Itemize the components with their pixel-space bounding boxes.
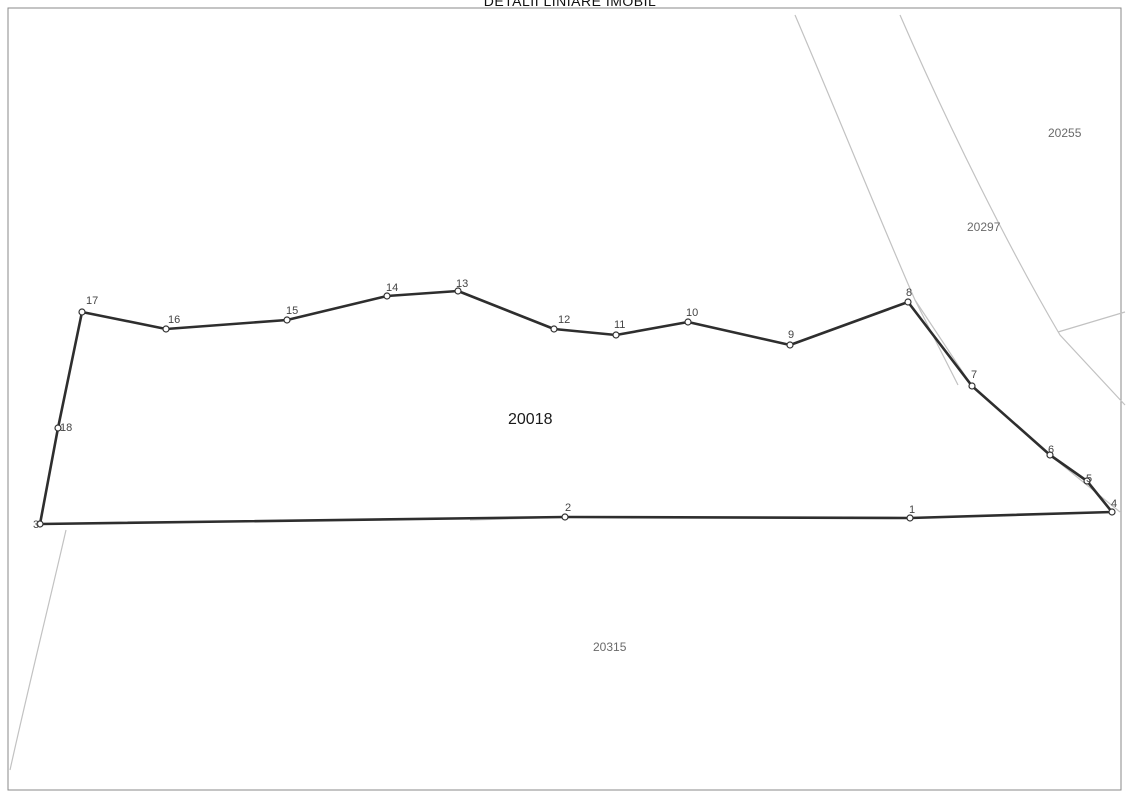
vertex-11: 11 xyxy=(612,319,625,339)
vertex-label: 13 xyxy=(456,278,468,290)
neighbor-boundary-southwest xyxy=(9,529,67,771)
parcel-label-neighbor: 20315 xyxy=(593,640,627,654)
vertex-label: 8 xyxy=(906,287,912,299)
vertex-label: 16 xyxy=(168,314,180,326)
vertex-5: 5 xyxy=(1083,473,1092,485)
parcel-label-main: 20018 xyxy=(508,411,553,428)
vertex-9: 9 xyxy=(786,329,794,349)
vertex-marker xyxy=(1083,477,1091,485)
vertex-label: 14 xyxy=(386,282,398,294)
vertex-marker xyxy=(1046,451,1054,459)
vertex-15: 15 xyxy=(283,305,298,324)
vertex-marker xyxy=(54,424,62,432)
parcel-label-neighbor: 20255 xyxy=(1048,126,1082,140)
vertex-marker xyxy=(78,308,86,316)
parcel-boundary-20018 xyxy=(38,289,1114,526)
vertex-3: 3 xyxy=(33,519,44,531)
vertex-14: 14 xyxy=(383,282,398,300)
vertex-label: 18 xyxy=(60,422,72,434)
plan-title: DETALII LINIARE IMOBIL xyxy=(484,0,657,9)
vertex-marker xyxy=(968,382,976,390)
vertex-2: 2 xyxy=(561,502,571,521)
vertex-label: 1 xyxy=(909,504,915,516)
vertex-1: 1 xyxy=(906,504,915,522)
vertex-label: 9 xyxy=(788,329,794,341)
vertex-label: 2 xyxy=(565,502,571,514)
vertex-label: 6 xyxy=(1048,444,1054,456)
vertex-marker xyxy=(786,341,794,349)
vertex-10: 10 xyxy=(684,307,698,326)
neighbor-boundaries xyxy=(9,14,1126,771)
vertex-marker xyxy=(1108,508,1116,516)
vertex-label: 17 xyxy=(86,295,98,307)
vertex-18: 18 xyxy=(54,422,72,434)
vertex-8: 8 xyxy=(904,287,912,306)
neighbor-boundary-east-spur xyxy=(1057,311,1126,333)
vertex-label: 12 xyxy=(558,314,570,326)
vertex-16: 16 xyxy=(162,314,180,333)
vertex-6: 6 xyxy=(1046,444,1054,459)
parcel-vertices: 1 2 3 4 5 6 7 8 xyxy=(33,278,1117,531)
vertex-marker xyxy=(283,316,291,324)
vertex-marker xyxy=(906,514,914,522)
vertex-marker xyxy=(561,513,569,521)
vertex-marker xyxy=(684,318,692,326)
neighbor-boundary-road-left xyxy=(794,14,959,386)
vertex-label: 4 xyxy=(1111,498,1117,510)
vertex-7: 7 xyxy=(968,369,977,390)
parcel-label-neighbor: 20297 xyxy=(967,220,1001,234)
neighbor-boundary-road-right xyxy=(899,14,1126,406)
vertex-marker xyxy=(550,325,558,333)
vertex-4: 4 xyxy=(1108,498,1117,516)
vertex-marker xyxy=(612,331,620,339)
vertex-label: 10 xyxy=(686,307,698,319)
vertex-17: 17 xyxy=(78,295,98,316)
vertex-marker xyxy=(36,520,44,528)
vertex-marker xyxy=(904,298,912,306)
vertex-marker xyxy=(162,325,170,333)
vertex-marker xyxy=(454,287,462,295)
vertex-label: 11 xyxy=(614,319,625,331)
vertex-label: 7 xyxy=(971,369,977,381)
vertex-13: 13 xyxy=(454,278,468,295)
vertex-label: 3 xyxy=(33,519,39,531)
plan-frame xyxy=(7,7,1122,791)
vertex-label: 15 xyxy=(286,305,298,317)
vertex-marker xyxy=(383,292,391,300)
vertex-label: 5 xyxy=(1086,473,1092,485)
vertex-12: 12 xyxy=(550,314,570,333)
